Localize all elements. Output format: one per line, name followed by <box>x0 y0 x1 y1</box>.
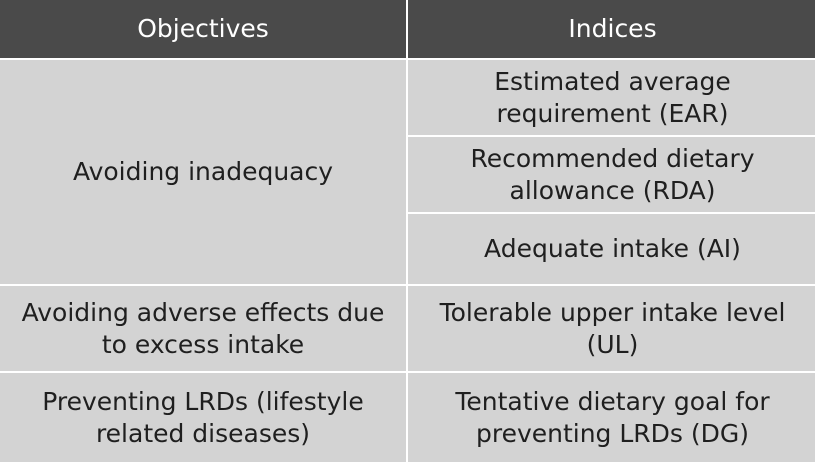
objective-preventing-lrds: Preventing LRDs (lifestyle related disea… <box>0 373 406 462</box>
objective-avoiding-adverse-effects: Avoiding adverse effects due to excess i… <box>0 286 406 373</box>
index-ear: Estimated average requirement (EAR) <box>408 60 815 137</box>
index-dg: Tentative dietary goal for preventing LR… <box>408 373 815 462</box>
index-ul: Tolerable upper intake level (UL) <box>408 286 815 373</box>
index-ai: Adequate intake (AI) <box>408 214 815 286</box>
objective-avoiding-inadequacy: Avoiding inadequacy <box>0 60 406 286</box>
index-rda: Recommended dietary allowance (RDA) <box>408 137 815 214</box>
header-indices: Indices <box>408 0 815 60</box>
header-objectives: Objectives <box>0 0 406 60</box>
